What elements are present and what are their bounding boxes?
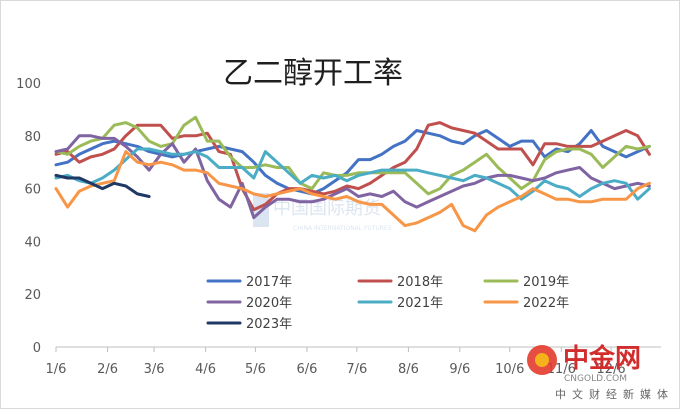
series-line-2017 <box>54 129 651 196</box>
x-tick-label: 10/6 <box>495 362 524 377</box>
legend-label: 2017年 <box>246 275 292 290</box>
legend-item: 2018年 <box>357 275 443 290</box>
x-tick-label: 12/6 <box>596 362 625 377</box>
brand-logo-inner <box>535 353 549 367</box>
x-tick-label: 2/6 <box>97 362 118 377</box>
brand-tagline: 中文财经新媒体 <box>555 387 674 401</box>
brand-name: 中金网 <box>563 343 641 374</box>
y-tick-label: 20 <box>24 288 41 303</box>
legend-item: 2021年 <box>357 296 443 311</box>
x-tick-label: 6/6 <box>296 362 317 377</box>
y-tick-label: 60 <box>24 183 41 198</box>
y-tick-label: 40 <box>24 235 41 250</box>
y-tick-label: 0 <box>33 341 41 356</box>
y-tick-label: 80 <box>24 130 41 145</box>
x-tick-label: 1/6 <box>46 362 67 377</box>
legend-label: 2020年 <box>246 296 292 311</box>
legend-label: 2019年 <box>523 275 569 290</box>
legend-item: 2020年 <box>206 296 292 311</box>
legend-label: 2018年 <box>397 275 443 290</box>
series-line-2022 <box>54 150 651 233</box>
brand-watermark: 中金网 CNGOLD.COM 中文财经新媒体 <box>527 343 674 401</box>
x-tick-label: 8/6 <box>398 362 419 377</box>
watermark-text: 中国国际期货 <box>273 198 381 219</box>
series-line-2021 <box>54 147 651 201</box>
legend: 2017年 2018年 2019年 2020年 2021年 2022年 2023年 <box>206 275 569 332</box>
watermark-subtext: CHINA INTERNATIONAL FUTURES <box>293 225 392 232</box>
legend-label: 2022年 <box>523 296 569 311</box>
x-tick-label: 5/6 <box>245 362 266 377</box>
axis-layer: 0 20 40 60 80 100 1/6 2/6 3/6 4/6 5/6 6/6 7/6 8/6 9/6 1… <box>16 77 661 377</box>
series-line-2019 <box>54 115 651 196</box>
brand-url: CNGOLD.COM <box>564 374 627 384</box>
x-tick-label: 9/6 <box>449 362 470 377</box>
legend-item: 2023年 <box>206 317 292 332</box>
legend-item: 2019年 <box>483 275 569 290</box>
x-tick-label: 4/6 <box>195 362 216 377</box>
series-line-2023 <box>54 173 151 198</box>
y-tick-label: 100 <box>16 77 41 92</box>
x-tick-label: 7/6 <box>346 362 367 377</box>
legend-label: 2021年 <box>397 296 443 311</box>
series-line-2018 <box>54 121 651 212</box>
legend-item: 2017年 <box>206 275 292 290</box>
legend-item: 2022年 <box>483 296 569 311</box>
legend-label: 2023年 <box>246 317 292 332</box>
chart-title: 乙二醇开工率 <box>223 56 403 91</box>
series-layer <box>54 115 651 233</box>
x-tick-label: 3/6 <box>144 362 165 377</box>
